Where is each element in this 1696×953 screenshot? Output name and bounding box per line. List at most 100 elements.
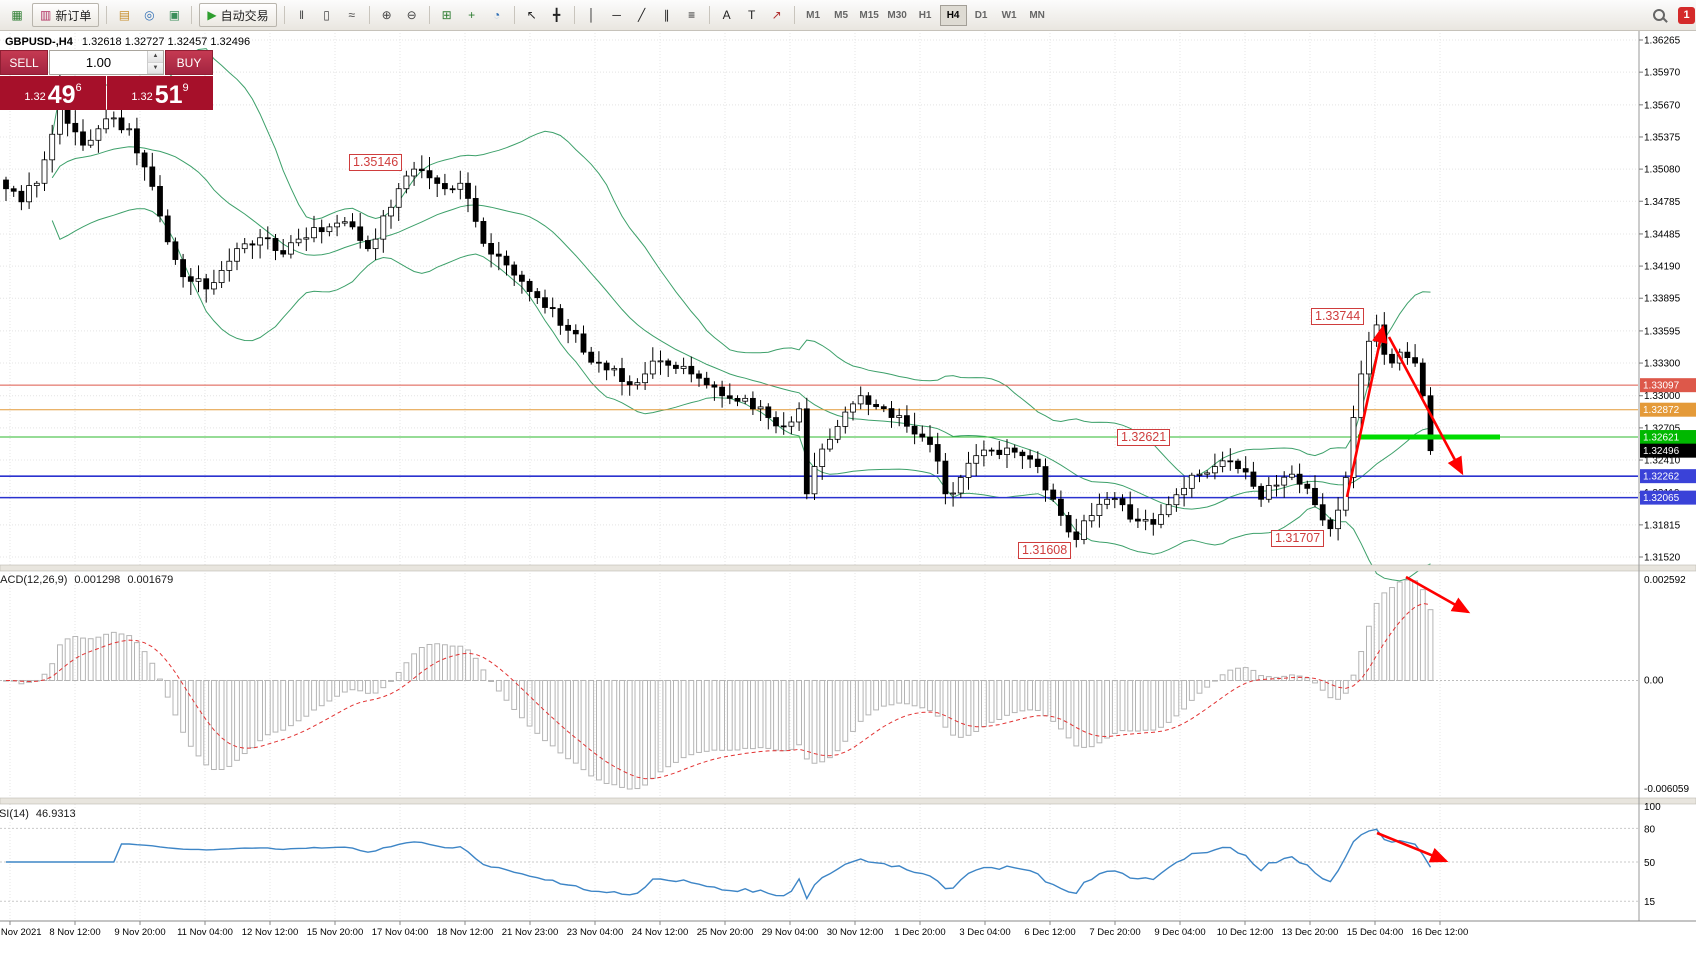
- svg-text:7 Dec 20:00: 7 Dec 20:00: [1089, 927, 1140, 938]
- svg-text:3 Dec 04:00: 3 Dec 04:00: [959, 927, 1010, 938]
- svg-text:11 Nov 04:00: 11 Nov 04:00: [177, 927, 233, 938]
- timeframe-m1-button[interactable]: M1: [806, 9, 821, 21]
- price-annotation-1.31608[interactable]: 1.31608: [1018, 542, 1072, 559]
- vertical-line-icon[interactable]: │: [580, 3, 604, 27]
- price-tags: 1.33097 1.32872 1.32621 1.32496 1.32262 1.320…: [1640, 378, 1696, 505]
- svg-text:18 Nov 12:00: 18 Nov 12:00: [437, 927, 494, 938]
- ohlc-values: 1.32618 1.32727 1.32457 1.32496: [81, 36, 251, 48]
- timeframe-h1-button[interactable]: H1: [918, 9, 932, 21]
- svg-text:1.34190: 1.34190: [1644, 262, 1681, 273]
- indicators-icon-glyph-icon: +: [468, 8, 476, 22]
- rsi-name: RSI(14): [0, 808, 29, 820]
- label-tool-icon[interactable]: T: [740, 3, 764, 27]
- volume-stepper[interactable]: ▲ ▼: [147, 51, 163, 74]
- cursor-icon[interactable]: ↖: [520, 3, 544, 27]
- volume-input[interactable]: [50, 51, 147, 74]
- timeframe-w1-button[interactable]: W1: [1001, 9, 1017, 21]
- sell-price-sup: 6: [75, 82, 82, 94]
- channel-icon[interactable]: ∥: [655, 3, 679, 27]
- volume-down-button[interactable]: ▼: [148, 62, 163, 74]
- price-annotation-1.33744[interactable]: 1.33744: [1311, 308, 1365, 325]
- search-icon[interactable]: [1647, 3, 1671, 27]
- buy-button[interactable]: BUY: [165, 50, 213, 75]
- new-chart-icon[interactable]: ▦: [5, 3, 29, 27]
- svg-text:1.33595: 1.33595: [1644, 326, 1681, 337]
- terminal-icon[interactable]: ▣: [162, 3, 186, 27]
- one-click-prices-row: 1.32 49 6 1.32 51 9: [0, 76, 213, 110]
- one-click-trading-panel: SELL ▲ ▼ BUY 1.32 49 6 1.32 51 9: [0, 50, 213, 110]
- svg-text:9 Nov 20:00: 9 Nov 20:00: [114, 927, 165, 938]
- svg-text:17 Nov 04:00: 17 Nov 04:00: [372, 927, 429, 938]
- svg-text:1.32705: 1.32705: [1644, 423, 1681, 434]
- price-annotation-1.31707[interactable]: 1.31707: [1271, 530, 1325, 547]
- bar-chart-icon-glyph-icon: ‖: [299, 8, 305, 22]
- price-annotation-1.32621[interactable]: 1.32621: [1117, 429, 1171, 446]
- timeframe-mn-button[interactable]: MN: [1029, 9, 1045, 21]
- svg-text:1.32065: 1.32065: [1643, 493, 1680, 504]
- svg-text:1.32262: 1.32262: [1643, 472, 1680, 483]
- svg-text:1 Dec 20:00: 1 Dec 20:00: [894, 927, 945, 938]
- svg-text:1.35970: 1.35970: [1644, 68, 1681, 79]
- tile-windows-icon[interactable]: ⊞: [435, 3, 459, 27]
- line-chart-icon[interactable]: ≈: [340, 3, 364, 27]
- svg-text:1.36265: 1.36265: [1644, 36, 1681, 47]
- svg-text:16 Dec 12:00: 16 Dec 12:00: [1412, 927, 1469, 938]
- timeframe-d1-button[interactable]: D1: [974, 9, 988, 21]
- volume-field[interactable]: ▲ ▼: [49, 50, 164, 75]
- bar-chart-icon[interactable]: ‖: [290, 3, 314, 27]
- trend-arrows: [1345, 324, 1471, 863]
- arrow-tool-icon[interactable]: ↗: [765, 3, 789, 27]
- new-order-button[interactable]: ▥ 新订单: [32, 3, 100, 27]
- main-toolbar: ▦ ▥ 新订单 ▤ ◎ ▣ ▶ 自动交易 ‖ ▯ ≈ ⊕ ⊖ ⊞ + ◔ ↖ ╋ │ ─ ╱ ∥ ≡ A T ↗ M1 M5 M15 M3…: [0, 0, 1696, 31]
- text-tool-icon[interactable]: A: [715, 3, 739, 27]
- svg-text:1.35080: 1.35080: [1644, 165, 1681, 176]
- label-tool-icon-glyph-icon: T: [747, 8, 756, 22]
- price-annotation-1.35146[interactable]: 1.35146: [349, 154, 403, 171]
- autotrading-button-label: 自动交易: [220, 8, 269, 23]
- fibonacci-icon[interactable]: ≡: [680, 3, 704, 27]
- periods-icon[interactable]: ◔: [485, 3, 509, 27]
- candlestick-chart-icon[interactable]: ▯: [315, 3, 339, 27]
- rsi-pane: 100 80 50 15: [0, 802, 1661, 908]
- timeframe-m5-button[interactable]: M5: [834, 9, 849, 21]
- navigator-icon[interactable]: ◎: [137, 3, 161, 27]
- market-watch-icon[interactable]: ▤: [112, 3, 136, 27]
- indicators-icon[interactable]: +: [460, 3, 484, 27]
- timeframe-h4-button[interactable]: H4: [939, 4, 967, 26]
- volume-up-button[interactable]: ▲: [148, 51, 163, 63]
- new-order-glyph-icon: ▥: [40, 8, 52, 22]
- svg-text:1.31815: 1.31815: [1644, 520, 1681, 531]
- buy-price-box[interactable]: 1.32 51 9: [107, 76, 213, 110]
- macd-pane: 0.002592 0.00 -0.006059: [0, 575, 1689, 795]
- trendline-icon[interactable]: ╱: [630, 3, 654, 27]
- zoom-out-icon[interactable]: ⊖: [400, 3, 424, 27]
- toolbar-separator: [428, 6, 430, 24]
- autotrading-button[interactable]: ▶ 自动交易: [199, 3, 277, 27]
- grid: [0, 33, 1638, 921]
- svg-text:30 Nov 12:00: 30 Nov 12:00: [827, 927, 884, 938]
- timeframe-m15-button[interactable]: M15: [859, 9, 879, 21]
- svg-text:1.33895: 1.33895: [1644, 294, 1681, 305]
- svg-text:6 Dec 12:00: 6 Dec 12:00: [1024, 927, 1075, 938]
- sell-price-box[interactable]: 1.32 49 6: [0, 76, 106, 110]
- sell-button[interactable]: SELL: [0, 50, 48, 75]
- symbol-period-label: GBPUSD-,H4: [5, 36, 73, 48]
- new-chart-icon-glyph-icon: ▦: [11, 8, 23, 22]
- horizontal-line-icon[interactable]: ─: [605, 3, 629, 27]
- zoom-out-icon-glyph-icon: ⊖: [406, 8, 417, 22]
- svg-text:12 Nov 12:00: 12 Nov 12:00: [242, 927, 299, 938]
- zoom-in-icon[interactable]: ⊕: [375, 3, 399, 27]
- crosshair-icon[interactable]: ╋: [545, 3, 569, 27]
- notification-badge[interactable]: 1: [1678, 6, 1695, 24]
- svg-text:1.34785: 1.34785: [1644, 197, 1681, 208]
- line-chart-icon-glyph-icon: ≈: [348, 8, 355, 22]
- toolbar-separator: [368, 6, 370, 24]
- pane-separator-rsi[interactable]: [0, 797, 1696, 805]
- timeframe-m30-button[interactable]: M30: [887, 9, 907, 21]
- navigator-icon-glyph-icon: ◎: [144, 8, 155, 22]
- svg-text:10 Dec 12:00: 10 Dec 12:00: [1217, 927, 1274, 938]
- pane-separator-macd[interactable]: [0, 564, 1696, 572]
- one-click-top-row: SELL ▲ ▼ BUY: [0, 50, 213, 75]
- text-tool-icon-glyph-icon: A: [722, 8, 731, 22]
